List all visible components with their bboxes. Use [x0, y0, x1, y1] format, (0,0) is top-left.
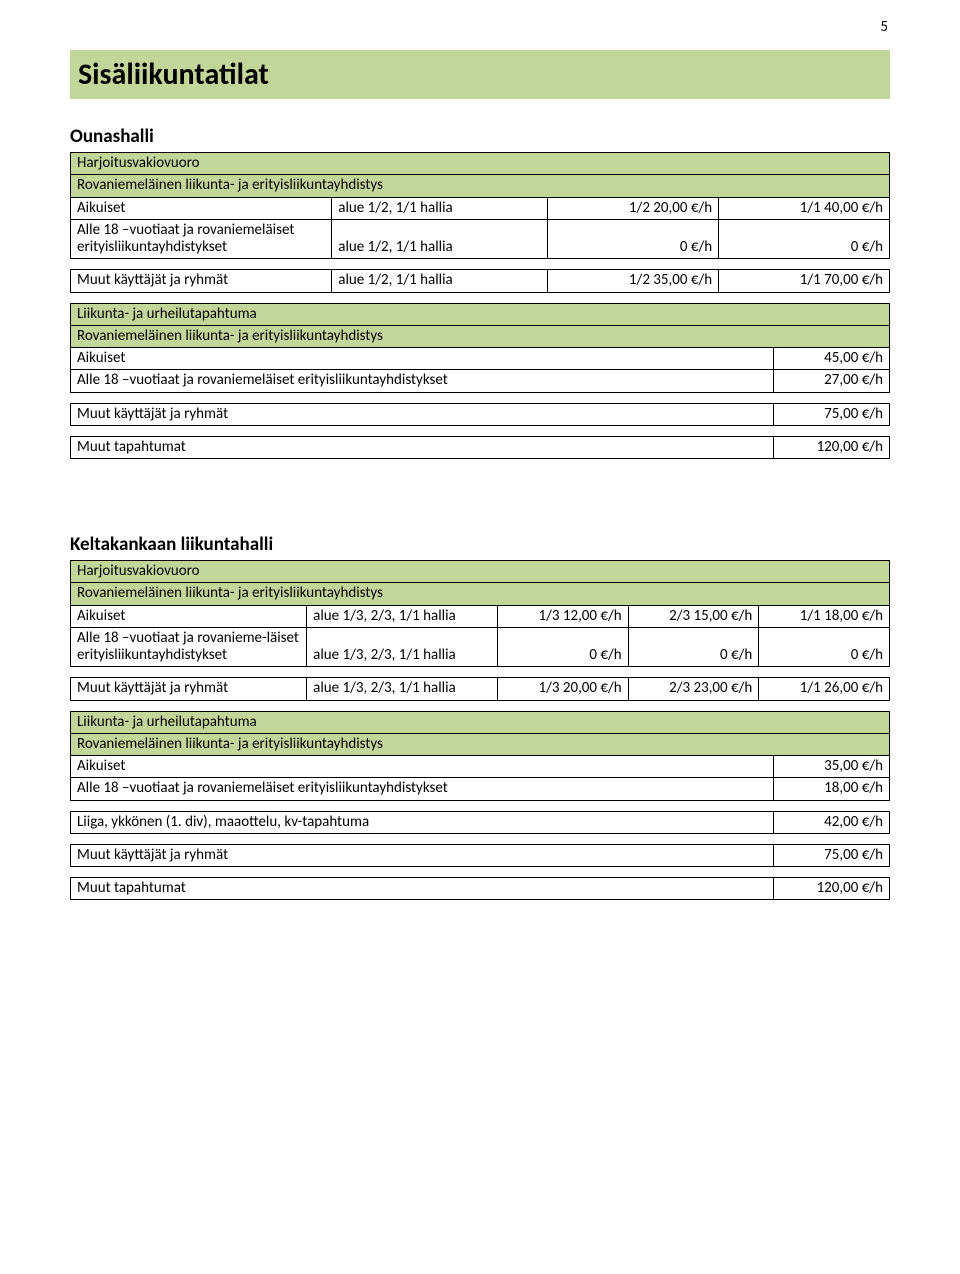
s1-table3: Liikunta- ja urheilutapahtuma Rovaniemel… [70, 303, 890, 393]
cell: alue 1/2, 1/1 hallia [332, 219, 548, 259]
cell: Muut käyttäjät ja ryhmät [71, 403, 774, 425]
cell: 45,00 €/h [774, 348, 890, 370]
table-row: Rovaniemeläinen liikunta- ja erityisliik… [71, 175, 890, 197]
cell: 35,00 €/h [774, 756, 890, 778]
s1-table1: Harjoitusvakiovuoro Rovaniemeläinen liik… [70, 152, 890, 259]
cell: Aikuiset [71, 348, 774, 370]
cell: 1/2 20,00 €/h [548, 197, 719, 219]
cell: 1/1 70,00 €/h [719, 270, 890, 292]
s2-table4: Liiga, ykkönen (1. div), maaottelu, kv-t… [70, 811, 890, 834]
cell: 120,00 €/h [774, 878, 890, 900]
s2-table6: Muut tapahtumat 120,00 €/h [70, 877, 890, 900]
cell: 0 €/h [628, 627, 759, 667]
cell: 120,00 €/h [774, 436, 890, 458]
table-row: Rovaniemeläinen liikunta- ja erityisliik… [71, 583, 890, 605]
page-number: 5 [880, 18, 888, 36]
cell: 0 €/h [759, 627, 890, 667]
cell: 1/3 12,00 €/h [498, 605, 629, 627]
cell: 0 €/h [498, 627, 629, 667]
cell: alue 1/3, 2/3, 1/1 hallia [307, 678, 498, 700]
cell: 1/2 35,00 €/h [548, 270, 719, 292]
cell: Alle 18 –vuotiaat ja rovanieme-läiset er… [71, 627, 307, 667]
cell: Alle 18 –vuotiaat ja rovaniemeläiset eri… [71, 219, 332, 259]
table-row: Liikunta- ja urheilutapahtuma [71, 711, 890, 733]
cell: Liiga, ykkönen (1. div), maaottelu, kv-t… [71, 811, 774, 833]
table-row: Rovaniemeläinen liikunta- ja erityisliik… [71, 325, 890, 347]
cell: Muut käyttäjät ja ryhmät [71, 844, 774, 866]
s1-table4: Muut käyttäjät ja ryhmät 75,00 €/h [70, 403, 890, 426]
cell: 2/3 15,00 €/h [628, 605, 759, 627]
s1-table5: Muut tapahtumat 120,00 €/h [70, 436, 890, 459]
cell: Alle 18 –vuotiaat ja rovaniemeläiset eri… [71, 778, 774, 800]
s2-table1: Harjoitusvakiovuoro Rovaniemeläinen liik… [70, 560, 890, 667]
cell: alue 1/3, 2/3, 1/1 hallia [307, 605, 498, 627]
cell: 75,00 €/h [774, 403, 890, 425]
cell: 75,00 €/h [774, 844, 890, 866]
cell: Muut tapahtumat [71, 436, 774, 458]
section2-title: Keltakankaan liikuntahalli [70, 533, 890, 556]
cell: 1/3 20,00 €/h [498, 678, 629, 700]
cell: Alle 18 –vuotiaat ja rovaniemeläiset eri… [71, 370, 774, 392]
cell: alue 1/3, 2/3, 1/1 hallia [307, 627, 498, 667]
cell: 0 €/h [719, 219, 890, 259]
s1-table2: Muut käyttäjät ja ryhmät alue 1/2, 1/1 h… [70, 269, 890, 292]
main-title: Sisäliikuntatilat [70, 50, 890, 99]
table-row: Liikunta- ja urheilutapahtuma [71, 303, 890, 325]
cell: Muut tapahtumat [71, 878, 774, 900]
cell: alue 1/2, 1/1 hallia [332, 270, 548, 292]
s2-table2: Muut käyttäjät ja ryhmät alue 1/3, 2/3, … [70, 677, 890, 700]
cell: 1/1 18,00 €/h [759, 605, 890, 627]
cell: Aikuiset [71, 756, 774, 778]
table-row: Harjoitusvakiovuoro [71, 561, 890, 583]
cell: Aikuiset [71, 605, 307, 627]
s2-table3: Liikunta- ja urheilutapahtuma Rovaniemel… [70, 711, 890, 801]
cell: 1/1 40,00 €/h [719, 197, 890, 219]
document-page: 5 Sisäliikuntatilat Ounashalli Harjoitus… [0, 0, 960, 950]
s2-table5: Muut käyttäjät ja ryhmät 75,00 €/h [70, 844, 890, 867]
cell: 42,00 €/h [774, 811, 890, 833]
section1-title: Ounashalli [70, 125, 890, 148]
cell: 27,00 €/h [774, 370, 890, 392]
cell: 0 €/h [548, 219, 719, 259]
table-row: Harjoitusvakiovuoro [71, 153, 890, 175]
cell: Muut käyttäjät ja ryhmät [71, 678, 307, 700]
cell: 18,00 €/h [774, 778, 890, 800]
cell: alue 1/2, 1/1 hallia [332, 197, 548, 219]
cell: 1/1 26,00 €/h [759, 678, 890, 700]
cell: Aikuiset [71, 197, 332, 219]
table-row: Rovaniemeläinen liikunta- ja erityisliik… [71, 733, 890, 755]
cell: 2/3 23,00 €/h [628, 678, 759, 700]
cell: Muut käyttäjät ja ryhmät [71, 270, 332, 292]
